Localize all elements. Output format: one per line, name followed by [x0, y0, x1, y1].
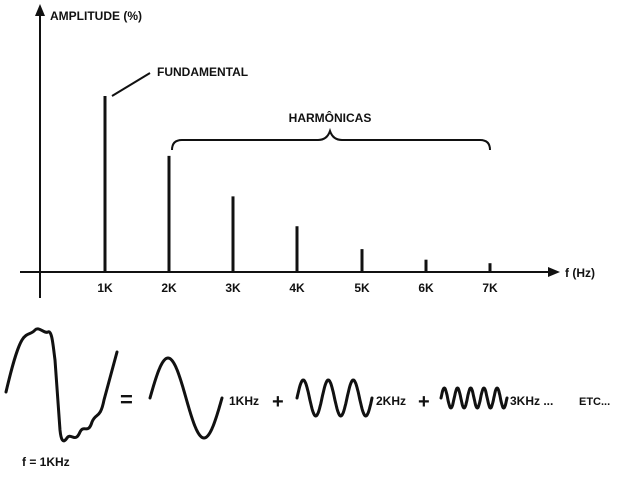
fundamental-label: FUNDAMENTAL	[157, 65, 248, 79]
spectrum-lines	[103, 96, 492, 272]
tick-label-6k: 6K	[418, 281, 434, 295]
tick-label-1k: 1K	[97, 281, 113, 295]
fundamental-leader-line	[111, 72, 151, 97]
term-2khz-label: 2KHz	[376, 394, 406, 408]
x-axis-arrowhead	[548, 267, 560, 277]
harmonics-brace	[171, 127, 491, 151]
y-axis-arrowhead	[35, 4, 45, 16]
tick-label-2k: 2K	[161, 281, 177, 295]
x-axis-label: f (Hz)	[565, 266, 595, 280]
term-3khz-label: 3KHz ...	[510, 394, 553, 408]
plus-sign-2: +	[418, 391, 430, 413]
distorted-signal-waveform	[4, 327, 119, 443]
tick-labels: 1K 2K 3K 4K 5K 6K 7K	[97, 281, 498, 295]
tick-label-7k: 7K	[482, 281, 498, 295]
tick-label-4k: 4K	[289, 281, 305, 295]
tick-label-5k: 5K	[354, 281, 370, 295]
y-axis-label: AMPLITUDE (%)	[50, 9, 142, 23]
equals-sign: =	[120, 387, 133, 412]
sine-1khz-waveform	[148, 356, 224, 440]
tick-label-3k: 3K	[225, 281, 241, 295]
etc-label: ETC...	[579, 396, 610, 408]
term-1khz-label: 1KHz	[229, 394, 259, 408]
harmonics-label: HARMÔNICAS	[289, 110, 372, 125]
plus-sign-1: +	[272, 391, 284, 413]
sine-3khz-waveform	[439, 386, 509, 410]
sine-2khz-waveform	[295, 378, 374, 418]
signal-frequency-label: f = 1KHz	[22, 455, 70, 469]
